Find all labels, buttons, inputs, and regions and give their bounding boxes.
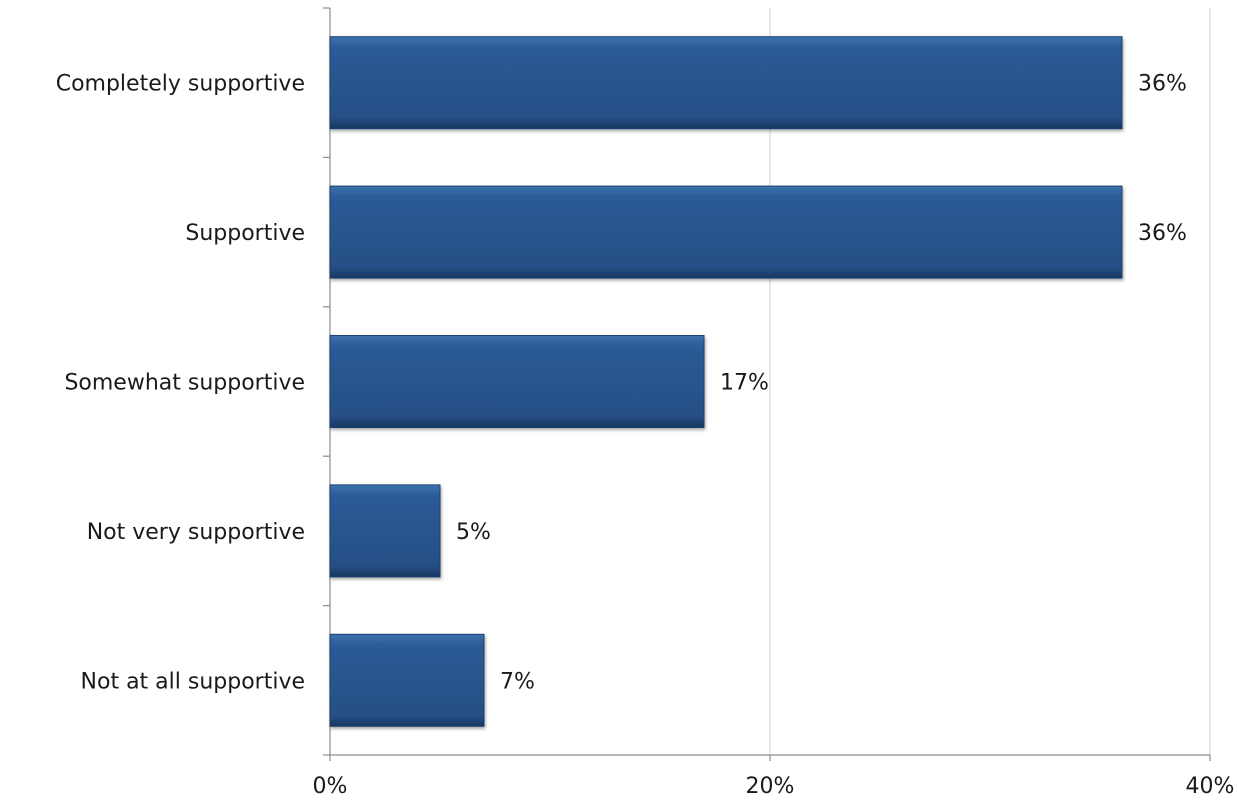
x-tick-label: 20% <box>746 774 795 799</box>
bar <box>329 36 1123 130</box>
bar <box>329 633 485 727</box>
x-tick-label: 40% <box>1186 774 1235 799</box>
bar <box>329 185 1123 279</box>
category-label: Not very supportive <box>87 520 305 545</box>
data-label: 36% <box>1138 221 1187 246</box>
labels: 0% 20% 40% Completely supportive 36% Supporti… <box>56 72 1235 799</box>
data-label: 7% <box>500 669 535 694</box>
x-tick-label: 0% <box>313 774 348 799</box>
category-label: Not at all supportive <box>81 669 305 694</box>
category-label: Supportive <box>185 221 305 246</box>
data-label: 36% <box>1138 72 1187 97</box>
bar <box>329 335 705 428</box>
category-label: Completely supportive <box>56 72 305 97</box>
bars <box>329 36 1123 727</box>
bar <box>329 484 441 578</box>
category-label: Somewhat supportive <box>64 371 305 396</box>
data-label: 5% <box>456 520 491 545</box>
data-label: 17% <box>720 371 769 396</box>
gridlines <box>769 8 1211 755</box>
